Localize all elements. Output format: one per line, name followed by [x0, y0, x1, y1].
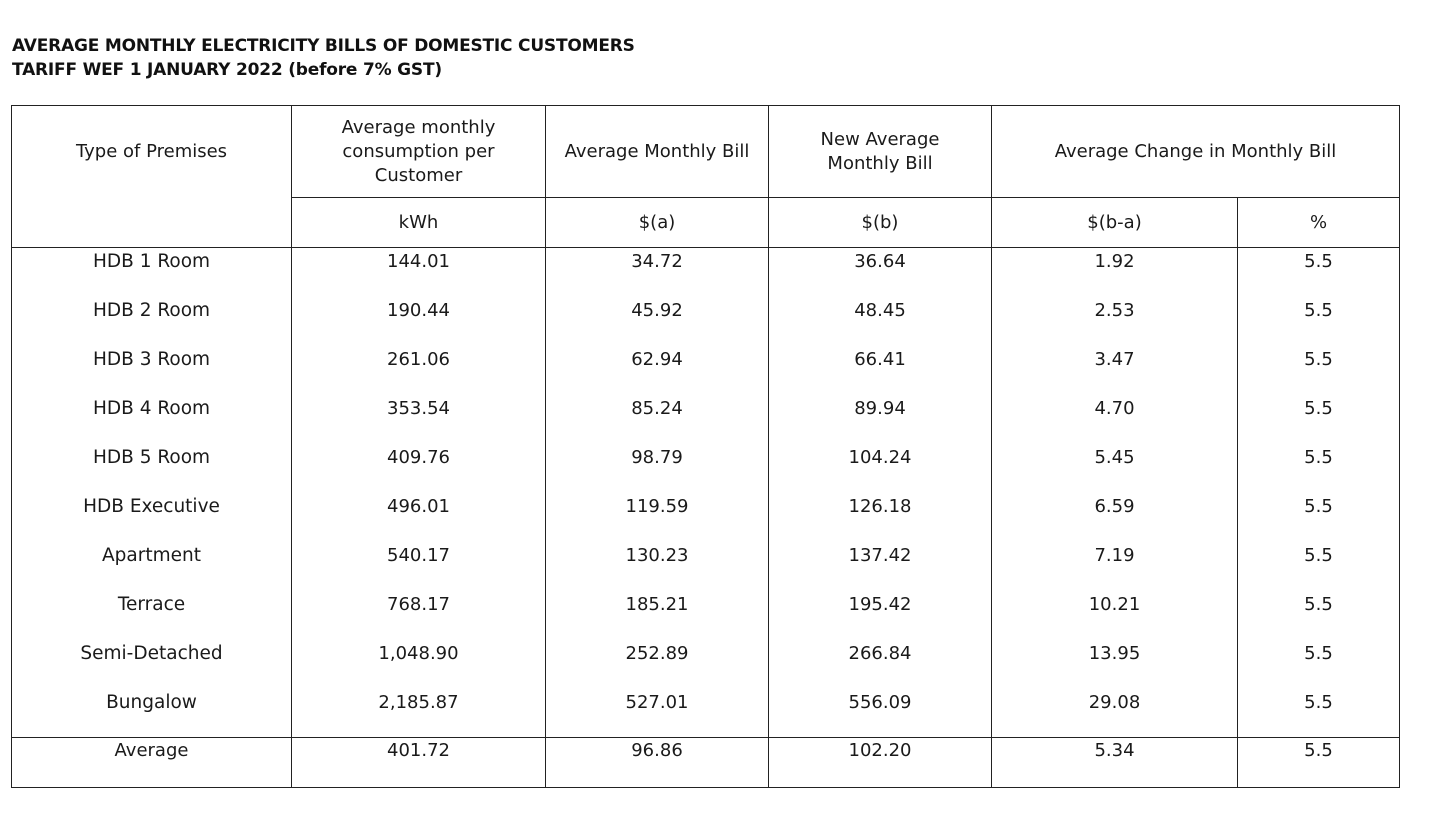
pct-cell: 5.5 [1237, 247, 1400, 297]
premise-name: Apartment [11, 541, 292, 591]
average-pct: 5.5 [1237, 737, 1400, 788]
pct-cell: 5.5 [1237, 492, 1400, 542]
bill-b-cell: 48.45 [768, 296, 992, 346]
table-row: Terrace 768.17 185.21 195.42 10.21 5.5 [11, 590, 1400, 640]
pct-cell: 5.5 [1237, 688, 1400, 738]
bill-a-cell: 130.23 [545, 541, 769, 591]
bill-a-cell: 45.92 [545, 296, 769, 346]
table-row: Semi-Detached 1,048.90 252.89 266.84 13.95 5.… [11, 639, 1400, 689]
unit-avg-bill: $(a) [545, 197, 769, 248]
change-cell: 4.70 [991, 394, 1238, 444]
kwh-cell: 2,185.87 [291, 688, 546, 738]
average-kwh: 401.72 [291, 737, 546, 788]
header-avg-bill: Average Monthly Bill [545, 105, 769, 198]
premise-name: HDB 2 Room [11, 296, 292, 346]
change-cell: 2.53 [991, 296, 1238, 346]
header-premises: Type of Premises [11, 105, 292, 198]
bill-a-cell: 185.21 [545, 590, 769, 640]
change-cell: 6.59 [991, 492, 1238, 542]
table-row: HDB 2 Room 190.44 45.92 48.45 2.53 5.5 [11, 296, 1400, 346]
kwh-cell: 261.06 [291, 345, 546, 395]
bill-b-cell: 66.41 [768, 345, 992, 395]
unit-change-abs: $(b-a) [991, 197, 1238, 248]
bill-a-cell: 119.59 [545, 492, 769, 542]
pct-cell: 5.5 [1237, 345, 1400, 395]
header-new-avg-bill: New Average Monthly Bill [768, 105, 992, 198]
electricity-bills-table: Type of Premises Average monthly consump… [11, 105, 1400, 788]
premise-name: HDB 1 Room [11, 247, 292, 297]
kwh-cell: 409.76 [291, 443, 546, 493]
kwh-cell: 190.44 [291, 296, 546, 346]
premise-name: Terrace [11, 590, 292, 640]
kwh-cell: 144.01 [291, 247, 546, 297]
average-row: Average 401.72 96.86 102.20 5.34 5.5 [11, 737, 1400, 788]
header-new-avg-bill-label: New Average Monthly Bill [820, 128, 940, 174]
change-cell: 29.08 [991, 688, 1238, 738]
bill-b-cell: 137.42 [768, 541, 992, 591]
premise-name: Semi-Detached [11, 639, 292, 689]
premise-name: HDB 3 Room [11, 345, 292, 395]
header-consumption-label: Average monthly consumption per Customer [341, 116, 496, 186]
bill-a-cell: 527.01 [545, 688, 769, 738]
bill-b-cell: 36.64 [768, 247, 992, 297]
kwh-cell: 353.54 [291, 394, 546, 444]
average-change: 5.34 [991, 737, 1238, 788]
average-bill-b: 102.20 [768, 737, 992, 788]
change-cell: 1.92 [991, 247, 1238, 297]
bill-a-cell: 98.79 [545, 443, 769, 493]
premise-name: HDB Executive [11, 492, 292, 542]
pct-cell: 5.5 [1237, 296, 1400, 346]
premise-name: HDB 4 Room [11, 394, 292, 444]
units-premises-blank [11, 197, 292, 248]
pct-cell: 5.5 [1237, 443, 1400, 493]
pct-cell: 5.5 [1237, 590, 1400, 640]
units-row: kWh $(a) $(b) $(b-a) % [11, 197, 1400, 248]
bill-a-cell: 85.24 [545, 394, 769, 444]
bill-a-cell: 252.89 [545, 639, 769, 689]
change-cell: 5.45 [991, 443, 1238, 493]
table-row: HDB 5 Room 409.76 98.79 104.24 5.45 5.5 [11, 443, 1400, 493]
bill-b-cell: 195.42 [768, 590, 992, 640]
header-row: Type of Premises Average monthly consump… [11, 105, 1400, 198]
table-row: HDB Executive 496.01 119.59 126.18 6.59 5.5 [11, 492, 1400, 542]
kwh-cell: 768.17 [291, 590, 546, 640]
pct-cell: 5.5 [1237, 541, 1400, 591]
premise-name: Bungalow [11, 688, 292, 738]
table-row: Apartment 540.17 130.23 137.42 7.19 5.5 [11, 541, 1400, 591]
bill-a-cell: 62.94 [545, 345, 769, 395]
pct-cell: 5.5 [1237, 639, 1400, 689]
unit-new-avg-bill: $(b) [768, 197, 992, 248]
unit-consumption: kWh [291, 197, 546, 248]
bill-b-cell: 126.18 [768, 492, 992, 542]
premise-name: HDB 5 Room [11, 443, 292, 493]
pct-cell: 5.5 [1237, 394, 1400, 444]
change-cell: 3.47 [991, 345, 1238, 395]
bill-a-cell: 34.72 [545, 247, 769, 297]
average-label: Average [11, 737, 292, 788]
bill-b-cell: 104.24 [768, 443, 992, 493]
document-title: AVERAGE MONTHLY ELECTRICITY BILLS OF DOM… [12, 34, 635, 82]
bill-b-cell: 556.09 [768, 688, 992, 738]
table-row: Bungalow 2,185.87 527.01 556.09 29.08 5.5 [11, 688, 1400, 738]
title-line-1: AVERAGE MONTHLY ELECTRICITY BILLS OF DOM… [12, 36, 635, 56]
change-cell: 7.19 [991, 541, 1238, 591]
kwh-cell: 540.17 [291, 541, 546, 591]
table-row: HDB 1 Room 144.01 34.72 36.64 1.92 5.5 [11, 247, 1400, 297]
unit-change-pct: % [1237, 197, 1400, 248]
change-cell: 10.21 [991, 590, 1238, 640]
table-row: HDB 3 Room 261.06 62.94 66.41 3.47 5.5 [11, 345, 1400, 395]
header-consumption: Average monthly consumption per Customer [291, 105, 546, 198]
bill-b-cell: 89.94 [768, 394, 992, 444]
change-cell: 13.95 [991, 639, 1238, 689]
title-line-2: TARIFF WEF 1 JANUARY 2022 (before 7% GST… [12, 60, 442, 80]
kwh-cell: 496.01 [291, 492, 546, 542]
table-body: HDB 1 Room 144.01 34.72 36.64 1.92 5.5 HDB 2 R… [11, 247, 1400, 738]
bill-b-cell: 266.84 [768, 639, 992, 689]
average-bill-a: 96.86 [545, 737, 769, 788]
table-row: HDB 4 Room 353.54 85.24 89.94 4.70 5.5 [11, 394, 1400, 444]
kwh-cell: 1,048.90 [291, 639, 546, 689]
header-change: Average Change in Monthly Bill [991, 105, 1400, 198]
